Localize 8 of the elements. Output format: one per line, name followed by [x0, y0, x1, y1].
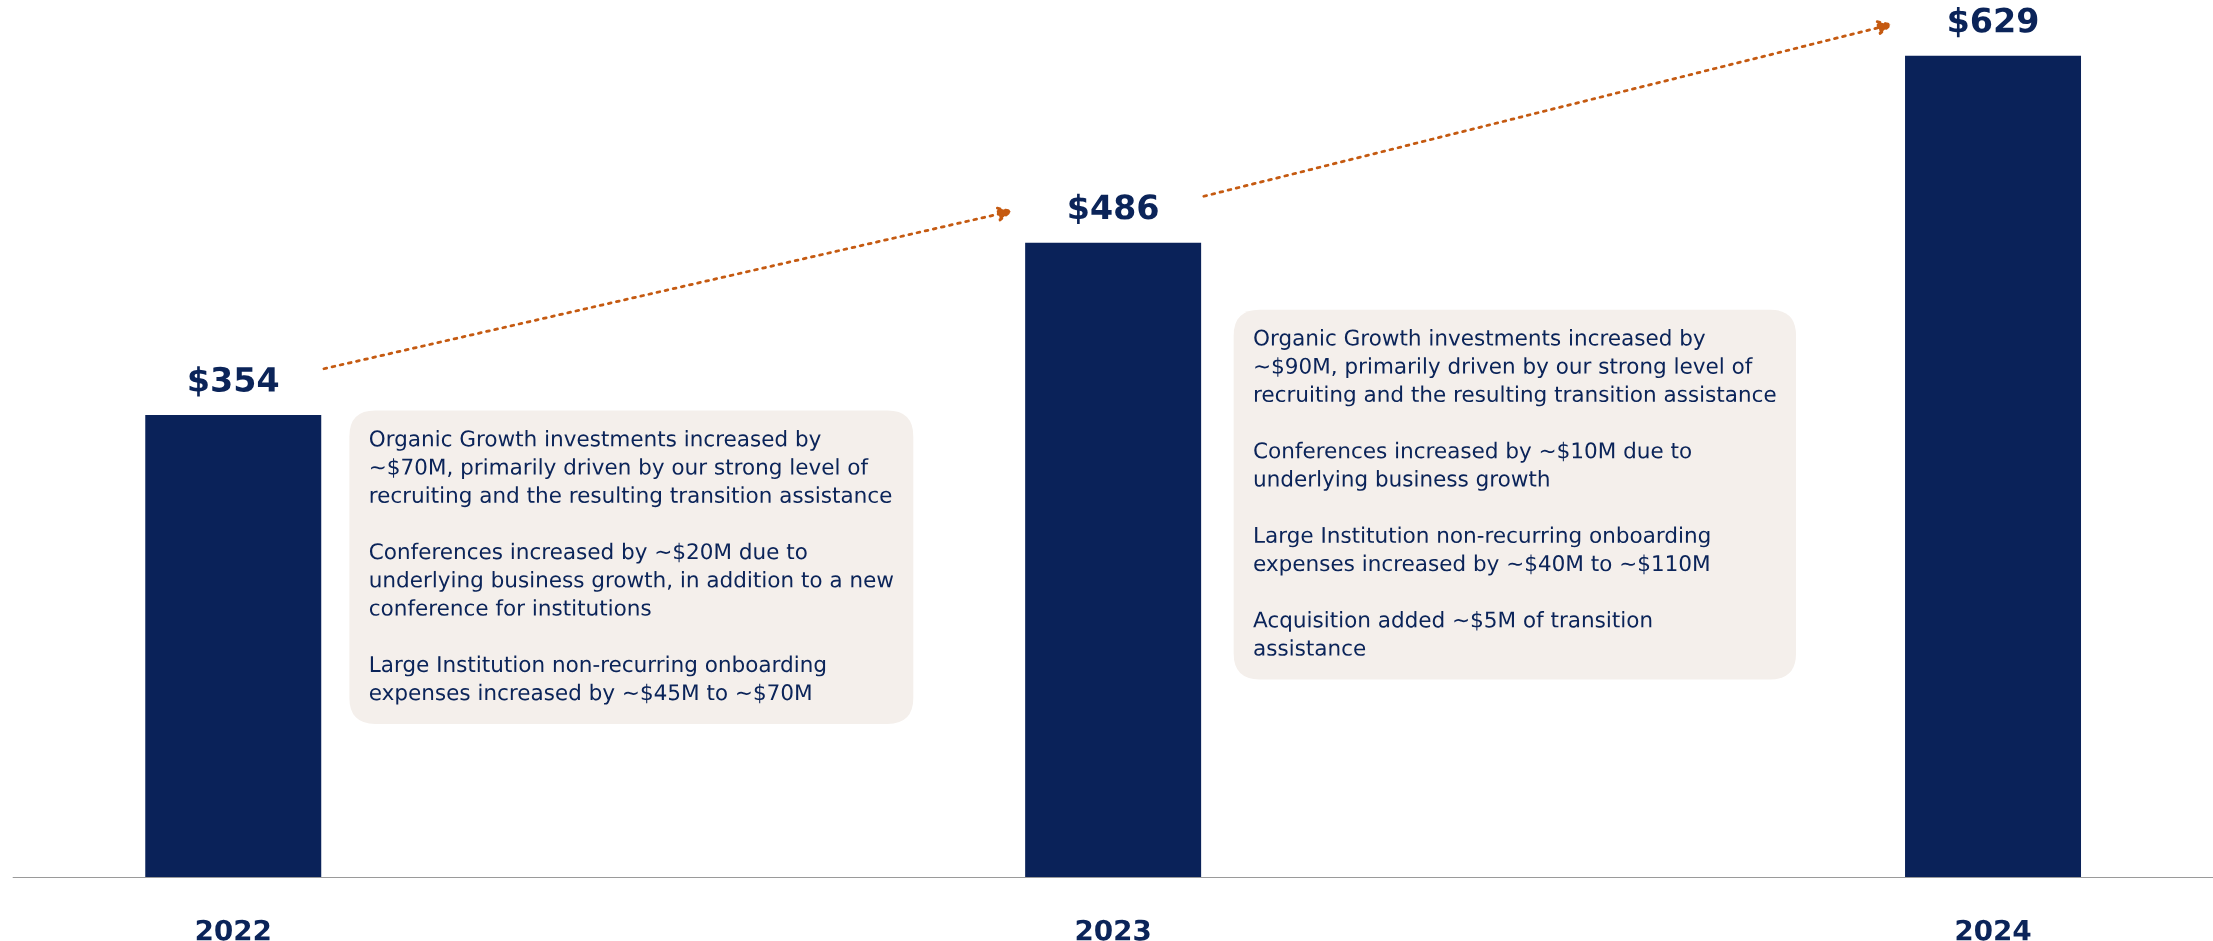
text: Organic Growth investments increased by ~$70M, primarily driven by our strong level of recruiting and the resulting transition assistance Conferences increased by ~$20M due to underlying business growth, in addition to a new conference for institutions Large Institution non-recurring onboarding expenses increased by ~$45M to ~$70M — [369, 429, 894, 705]
x-tick-label: 2022 — [196, 919, 270, 941]
data-label: $629 — [1949, 6, 2038, 38]
x-tick-label: 2023 — [1076, 919, 1150, 941]
data-label: $354 — [189, 366, 279, 397]
data-label: $486 — [1069, 193, 1158, 224]
x-tick-label: 2024 — [1956, 919, 2031, 941]
text: Organic Growth investments increased by ~$90M, primarily driven by our strong level of recruiting and the resulting transition assistance Conferences increased by ~$10M due to underlying business growth Large Institution non-recurring onboarding expenses increased by ~$40M to ~$110M Acquisition added ~$5M of transition assistance — [1253, 329, 1776, 656]
